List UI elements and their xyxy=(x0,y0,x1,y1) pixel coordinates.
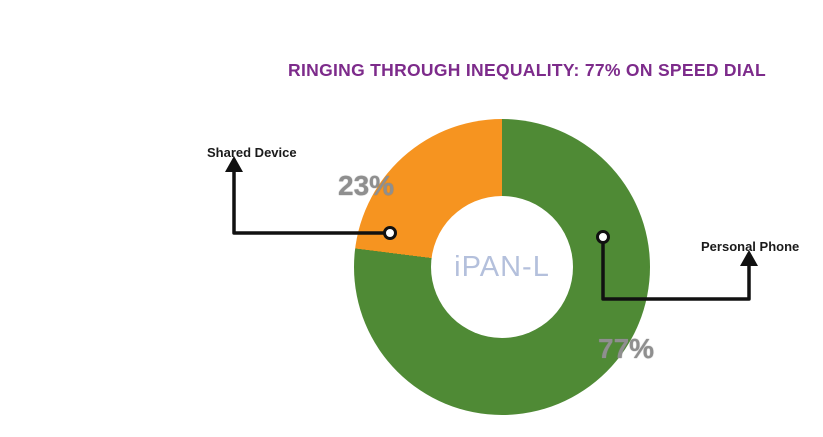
donut-hole: iPAN-L xyxy=(431,196,573,338)
donut-chart: iPAN-L xyxy=(354,119,650,415)
data-label-personal-phone: 77% xyxy=(598,333,655,364)
data-label-shared-device: 23% xyxy=(338,170,395,201)
callout-personal-phone: Personal Phone xyxy=(701,239,800,254)
chart-title: RINGING THROUGH INEQUALITY: 77% ON SPEED… xyxy=(288,60,766,80)
brand-watermark: iPAN-L xyxy=(454,250,550,283)
callout-shared-device: Shared Device xyxy=(207,145,297,160)
